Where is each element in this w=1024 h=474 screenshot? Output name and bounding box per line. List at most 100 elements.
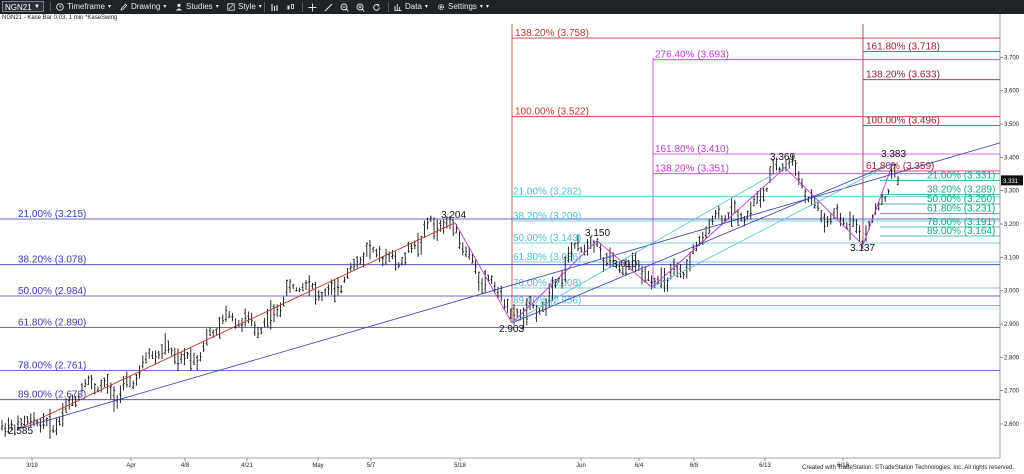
fib-level-label: 89.00% (3.164) (927, 226, 995, 237)
fib-level-label: 61.80% (3.231) (927, 204, 995, 215)
zoom-in-icon (356, 3, 365, 12)
fib-level-label: 161.80% (3.718) (866, 41, 940, 52)
fib-level-label: 78.00% (2.761) (18, 360, 86, 371)
zoom-in-button[interactable] (354, 1, 366, 13)
fib-level-label: 38.20% (3.209) (513, 211, 581, 222)
fib-level-label: 61.80% (3.086) (513, 252, 581, 263)
date-tick-label: 4/21 (241, 463, 253, 469)
swing-price-label: 3.137 (850, 243, 875, 254)
person-icon (176, 3, 182, 11)
toolbar-divider (264, 2, 265, 12)
date-tick-label: Jun (576, 463, 586, 469)
chart-caption: NGN21 - Kase Bar 0.03, 1 min *KaseSwing (2, 15, 118, 21)
swing-line (511, 240, 598, 324)
toolbar-more-button[interactable]: ▾ (486, 0, 489, 14)
axes: 2.600 2.700 2.800 2.900 3.000 3.100 3.200 3.300… (0, 14, 1023, 469)
symbol-selector[interactable]: NGN21 ▼ (2, 1, 44, 12)
fib-level-label: 38.20% (3.078) (18, 255, 86, 266)
settings-menu[interactable]: Settings ▾ (437, 0, 483, 14)
fib-level-label: 138.20% (3.351) (655, 164, 729, 175)
settings-label: Settings (448, 2, 477, 11)
caret-down-icon: ▾ (486, 4, 490, 10)
refresh-icon (372, 3, 380, 11)
swing-price-label: 3.383 (881, 149, 906, 160)
drawing-label: Drawing (131, 2, 161, 11)
caret-down-icon: ▾ (215, 4, 219, 10)
fib-level-label: 89.00% (2.956) (513, 295, 581, 306)
zoom-out-icon (340, 3, 349, 12)
bar-chart-button[interactable] (268, 1, 280, 13)
candlestick-icon (287, 3, 294, 9)
data-menu[interactable]: Data ▾ (394, 0, 428, 14)
swing-price-label: 2.585 (8, 426, 33, 437)
fibonacci-levels: 21.00% (3.215) 38.20% (3.078) 50.00% (2.98… (0, 24, 1000, 401)
clock-icon (56, 3, 64, 11)
chart-toolbar: NGN21 ▼ Timeframe ▾ Drawing ▾ Studies ▾ Sty… (0, 0, 1024, 14)
price-tick-label: 3.100 (1004, 255, 1020, 261)
date-tick-label: 5/7 (367, 463, 376, 469)
last-price-marker (1001, 175, 1023, 186)
price-tick-label: 2.800 (1004, 355, 1020, 361)
swing-line (596, 240, 653, 288)
fib-level-label: 276.40% (3.693) (655, 50, 729, 61)
swing-lines (17, 142, 1001, 430)
price-tick-label: 3.600 (1004, 89, 1020, 95)
data-grid-icon (394, 4, 402, 11)
cursor-button[interactable] (306, 1, 318, 13)
trendline-button[interactable] (322, 1, 334, 13)
swing-line (651, 167, 786, 288)
trend-channel-line (511, 167, 786, 324)
timeframe-label: Timeframe (67, 2, 105, 11)
candle-chart-button[interactable] (284, 1, 296, 13)
date-tick-label: 6/13 (759, 463, 771, 469)
symbol-label: NGN21 (5, 3, 32, 12)
price-chart[interactable]: 21.00% (3.215) 38.20% (3.078) 50.00% (2.98… (0, 14, 1024, 474)
chevron-down-icon: ▼ (34, 4, 40, 10)
date-tick-label: Apr (126, 463, 135, 469)
style-menu[interactable]: Style ▾ (227, 0, 262, 14)
trend-channel-line (511, 162, 894, 324)
fib-level-label: 50.00% (3.260) (927, 194, 995, 205)
swing-price-label: 2.903 (499, 324, 524, 335)
fib-level-label: 138.20% (3.633) (866, 70, 940, 81)
timeframe-menu[interactable]: Timeframe ▾ (56, 0, 111, 14)
date-tick-label: 6/4 (635, 463, 644, 469)
studies-menu[interactable]: Studies ▾ (175, 0, 219, 14)
style-label: Style (238, 2, 256, 11)
date-tick-label: 4/8 (181, 463, 190, 469)
fib-level-label: 21.00% (3.331) (927, 170, 995, 181)
studies-label: Studies (186, 2, 213, 11)
fib-level-label: 100.00% (3.522) (515, 107, 589, 118)
fib-level-label: 61.80% (2.890) (18, 317, 86, 328)
fib-level-label: 161.80% (3.410) (655, 144, 729, 155)
price-tick-label: 2.600 (1004, 422, 1020, 428)
date-tick-label: 3/19 (26, 463, 38, 469)
fib-level-label: 21.00% (3.282) (513, 187, 581, 198)
price-tick-label: 3.000 (1004, 289, 1020, 295)
drawing-menu[interactable]: Drawing ▾ (120, 0, 166, 14)
toolbar-divider (50, 2, 51, 12)
caret-down-icon: ▾ (479, 4, 483, 10)
zoom-out-button[interactable] (338, 1, 350, 13)
price-tick-label: 3.300 (1004, 189, 1020, 195)
pencil-icon (120, 3, 128, 11)
bar-chart-icon (270, 3, 278, 11)
swing-price-label: 3.010 (612, 259, 637, 270)
caret-down-icon: ▾ (258, 4, 262, 10)
swing-price-label: 3.369 (770, 152, 795, 163)
swing-line (862, 162, 894, 246)
toolbar-divider (302, 2, 303, 12)
price-tick-label: 3.700 (1004, 55, 1020, 61)
date-tick-label: 5/18 (454, 463, 466, 469)
date-tick-label: 6/8 (690, 463, 699, 469)
caret-down-icon: ▾ (107, 4, 111, 10)
gear-icon (437, 3, 445, 11)
price-tick-label: 2.900 (1004, 322, 1020, 328)
refresh-button[interactable] (370, 1, 382, 13)
price-tick-label: 3.500 (1004, 122, 1020, 128)
swing-price-label: 3.204 (441, 210, 466, 221)
swing-line (784, 167, 864, 246)
swing-line (454, 222, 513, 324)
fib-level-label: 50.00% (3.143) (513, 233, 581, 244)
last-price-label: 3.331 (1003, 179, 1019, 185)
